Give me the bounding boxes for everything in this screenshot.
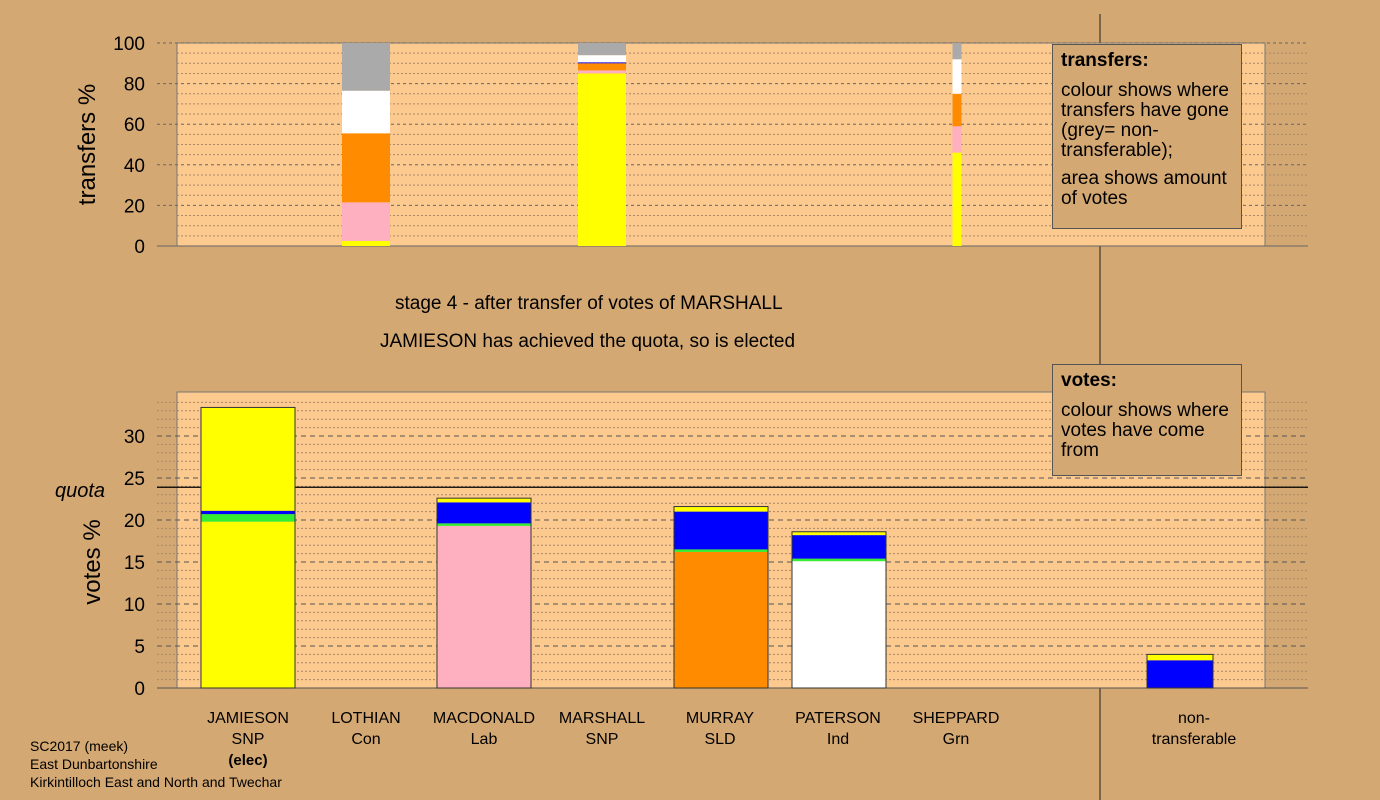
transfer-segment-sheppard-snp (952, 152, 962, 246)
source-line1: SC2017 (meek) (30, 738, 129, 754)
vote-bar-outline-paterson (791, 531, 887, 689)
candidate-name: JAMIESON (207, 710, 289, 727)
vote-bar-outline-murray (673, 506, 769, 689)
transfers-legend-title: transfers: (1061, 50, 1149, 71)
transfer-segment-lothian-non_transferable (342, 43, 390, 91)
transfer-segment-marshall-sld (578, 63, 626, 71)
candidate-party: Grn (942, 731, 970, 748)
votes-tick-label: 5 (134, 637, 145, 658)
vote-segment-paterson-con (792, 535, 886, 559)
vote-bar-outline-jamieson (200, 406, 296, 689)
votes-tick-label: 20 (124, 511, 145, 532)
quota-label: quota (55, 480, 105, 502)
vote-segment-macdonald-grn (437, 523, 531, 526)
vote-segment-non-transferable-snp (1147, 654, 1213, 661)
vote-segment-paterson-grn (792, 558, 886, 562)
candidate-name: SHEPPARD (912, 710, 1000, 727)
transfers-legend-line1: colour shows where transfers have gone (… (1061, 80, 1229, 161)
vote-segment-murray-grn (674, 549, 768, 552)
transfer-segment-marshall-snp (578, 73, 626, 246)
source-line2: East Dunbartonshire (30, 756, 158, 772)
status-text: JAMIESON has achieved the quota, so is e… (380, 331, 796, 352)
votes-tick-label: 25 (124, 469, 145, 490)
transfer-segment-lothian-sld (342, 133, 390, 203)
votes-legend-line1: colour shows where votes have come from (1061, 400, 1229, 461)
stage-text: stage 4 - after transfer of votes of MAR… (395, 293, 783, 314)
transfers-axis-label: transfers % (74, 84, 101, 205)
vote-segment-jamieson-con (201, 510, 295, 515)
source-line3: Kirkintilloch East and North and Twechar (30, 774, 282, 790)
elected-badge: (elec) (228, 752, 268, 769)
candidate-label-jamieson: JAMIESON SNP (elec) (188, 708, 308, 771)
transfer-segment-marshall-con (578, 62, 626, 64)
vote-segment-paterson-snp (792, 531, 886, 536)
candidate-label-marshall: MARSHALL SNP (542, 708, 662, 750)
candidate-label-murray: MURRAY SLD (660, 708, 780, 750)
votes-axis-label: votes % (79, 519, 106, 604)
transfer-segment-sheppard-sld (952, 93, 962, 127)
candidate-label-lothian: LOTHIAN Con (306, 708, 426, 750)
candidate-name: LOTHIAN (331, 710, 401, 727)
vote-segment-murray-con (674, 511, 768, 550)
transfers-legend-line2: area shows amount of votes (1061, 168, 1227, 209)
candidate-party: SLD (704, 731, 736, 748)
vote-segment-jamieson-snp (201, 407, 295, 511)
vote-segment-macdonald-lab (437, 525, 531, 688)
transfer-segment-lothian-lab (342, 202, 390, 241)
vote-bar-outline-non-transferable (1146, 653, 1214, 689)
transfer-segment-marshall-ind (578, 55, 626, 63)
transfers-tick-label: 40 (124, 156, 145, 177)
votes-tick-label: 10 (124, 595, 145, 616)
candidate-party: SNP (231, 731, 265, 748)
candidate-party: Con (351, 731, 381, 748)
vote-segment-murray-sld (674, 551, 768, 688)
transfers-tick-label: 100 (113, 34, 145, 55)
votes-legend-title: votes: (1061, 370, 1117, 391)
votes-tick-label: 30 (124, 427, 145, 448)
transfer-segment-sheppard-ind (952, 59, 962, 94)
transfers-tick-label: 80 (124, 75, 145, 96)
transfer-segment-lothian-snp (342, 240, 390, 246)
transfers-legend: transfers: colour shows where transfers … (1052, 44, 1242, 229)
transfer-segment-marshall-lab (578, 70, 626, 74)
candidate-name: MACDONALD (432, 710, 536, 727)
candidate-party: Lab (470, 731, 498, 748)
transfer-segment-lothian-ind (342, 90, 390, 134)
transfers-tick-label: 0 (134, 237, 145, 258)
transfer-segment-sheppard-lab (952, 126, 962, 153)
votes-tick-label: 0 (134, 679, 145, 700)
vote-segment-murray-snp (674, 506, 768, 512)
transfers-tick-label: 60 (124, 115, 145, 136)
vote-segment-macdonald-con (437, 502, 531, 524)
candidate-name: MURRAY (685, 710, 755, 727)
transfer-segment-sheppard-non_transferable (952, 43, 962, 60)
vote-bar-outline-macdonald (436, 497, 532, 689)
transfers-tick-label: 20 (124, 196, 145, 217)
candidate-party: SNP (585, 731, 619, 748)
candidate-party: Ind (826, 731, 850, 748)
votes-tick-label: 15 (124, 553, 145, 574)
votes-legend: votes: colour shows where votes have com… (1052, 364, 1242, 476)
candidate-name: MARSHALL (558, 710, 646, 727)
transfer-segment-marshall-non_transferable (578, 43, 626, 56)
candidate-name: PATERSON (795, 710, 881, 727)
non-transferable-label: non-transferable (1151, 710, 1237, 748)
candidate-label-paterson: PATERSON Ind (778, 708, 898, 750)
vote-segment-non-transferable-con (1147, 660, 1213, 688)
vote-segment-jamieson-grn (201, 514, 295, 522)
vote-segment-jamieson-snp (201, 521, 295, 688)
vote-segment-macdonald-snp (437, 498, 531, 503)
vote-segment-paterson-ind (792, 561, 886, 688)
candidate-label-sheppard: SHEPPARD Grn (896, 708, 1016, 750)
candidate-label-macdonald: MACDONALD Lab (424, 708, 544, 750)
source-info: SC2017 (meek) East Dunbartonshire Kirkin… (30, 737, 282, 791)
